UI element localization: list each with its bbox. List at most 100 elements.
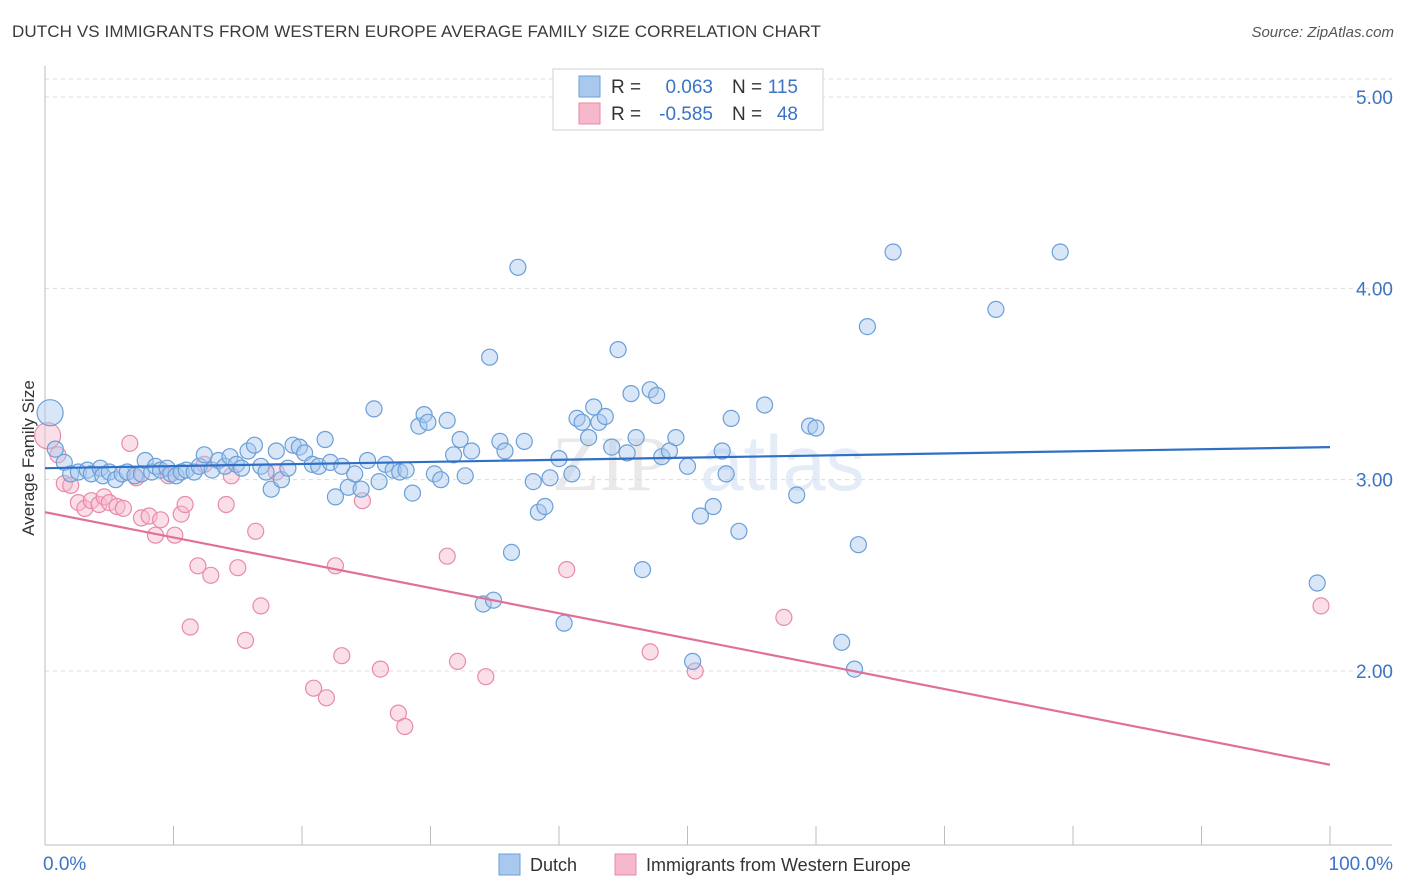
dutch-point-119 <box>884 243 902 261</box>
dutch-point-84 <box>555 614 573 632</box>
dutch-point-112 <box>788 486 806 504</box>
legend-n-label-dutch: N = <box>732 77 762 98</box>
immigrants-point-38 <box>371 660 389 678</box>
immigrants-point-30 <box>247 522 265 540</box>
series-legend: Dutch Immigrants from Western Europe <box>498 853 911 876</box>
dutch-point-40 <box>279 459 297 477</box>
immigrants-point-26 <box>217 495 235 514</box>
dutch-point-69 <box>456 467 474 485</box>
immigrants-point-46 <box>686 662 704 680</box>
source-label: Source: ZipAtlas.com <box>1251 24 1394 41</box>
immigrants-point-31 <box>252 597 270 615</box>
dutch-point-59 <box>397 461 415 479</box>
dutch-point-93 <box>609 341 627 359</box>
dutch-point-63 <box>419 413 437 431</box>
dutch-point-97 <box>633 560 652 579</box>
dutch-point-36 <box>257 463 275 481</box>
dutch-point-52 <box>352 480 370 498</box>
immigrants-point-41 <box>438 547 456 565</box>
immigrants-point-40 <box>396 717 414 736</box>
dutch-point-107 <box>713 442 731 460</box>
dutch-point-48 <box>326 488 344 506</box>
dutch-point-95 <box>622 385 640 403</box>
y-tick-label-3: 5.00 <box>1356 88 1393 109</box>
dutch-point-77 <box>509 258 527 276</box>
dutch-point-99 <box>648 386 666 405</box>
dutch-point-98 <box>641 381 659 399</box>
bottom-legend-swatch-immigrants <box>614 853 637 876</box>
dutch-point-32 <box>233 459 251 477</box>
dutch-point-64 <box>425 465 443 483</box>
dutch-point-94 <box>618 444 636 462</box>
dutch-point-109 <box>722 409 740 427</box>
dutch-point-105 <box>691 507 710 525</box>
series-dutch-points <box>36 243 1326 678</box>
y-axis-title: Average Family Size <box>19 380 38 536</box>
dutch-point-106 <box>704 497 722 516</box>
dutch-point-81 <box>536 497 554 516</box>
dutch-point-33 <box>239 442 257 460</box>
legend-n-value-dutch: 115 <box>768 77 798 98</box>
legend-swatch-immigrants <box>578 102 601 125</box>
bottom-legend-swatch-dutch <box>498 853 521 876</box>
immigrants-point-28 <box>229 559 247 577</box>
x-tick-label-1: 100.0% <box>1329 854 1394 875</box>
bottom-legend-label-dutch: Dutch <box>530 855 577 875</box>
dutch-point-72 <box>481 348 499 366</box>
immigrants-point-21 <box>176 495 194 514</box>
immigrants-point-4 <box>69 494 88 512</box>
dutch-point-54 <box>365 400 383 418</box>
immigrants-point-22 <box>181 618 199 636</box>
x-tick-labels: 0.0% 100.0% <box>43 854 1393 875</box>
dutch-point-108 <box>717 465 735 483</box>
x-tick-label-0: 0.0% <box>43 854 86 875</box>
dutch-point-58 <box>391 463 409 481</box>
dutch-point-103 <box>678 457 697 475</box>
immigrants-point-45 <box>641 643 659 661</box>
axes <box>44 66 1392 846</box>
immigrants-point-42 <box>448 652 467 671</box>
watermark-zip: ZIP <box>552 420 669 507</box>
immigrants-point-36 <box>333 647 351 665</box>
dutch-point-110 <box>730 522 748 540</box>
legend-r-label-dutch: R = <box>611 77 641 98</box>
dutch-point-38 <box>267 442 285 460</box>
immigrants-point-43 <box>477 668 495 686</box>
trend-line-immigrants <box>44 511 1331 766</box>
watermark: ZIP atlas <box>552 419 865 507</box>
dutch-point-80 <box>529 503 548 521</box>
immigrants-point-12 <box>121 434 139 452</box>
legend-r-label-immigrants: R = <box>611 104 641 125</box>
dutch-point-68 <box>451 430 469 449</box>
dutch-point-91 <box>596 407 614 426</box>
immigrants-point-33 <box>305 679 323 697</box>
immigrants-point-48 <box>1312 597 1330 615</box>
dutch-point-79 <box>524 473 542 491</box>
trend-lines <box>44 446 1331 766</box>
y-tick-label-1: 3.00 <box>1356 471 1393 492</box>
dutch-point-65 <box>432 471 450 489</box>
immigrants-point-25 <box>202 566 220 584</box>
legend-n-value-immigrants: 48 <box>777 104 798 125</box>
immigrants-point-17 <box>152 511 170 529</box>
legend-n-label-immigrants: N = <box>732 104 762 125</box>
y-tick-labels: 2.00 3.00 4.00 5.00 <box>1356 88 1393 683</box>
trend-line-dutch <box>44 446 1331 470</box>
stats-legend: R = 0.063 N = 115 R = -0.585 N = 48 <box>552 68 824 131</box>
dutch-point-74 <box>491 432 509 450</box>
dutch-point-51 <box>346 465 364 483</box>
legend-swatch-dutch <box>578 75 601 98</box>
dutch-point-117 <box>849 536 868 554</box>
dutch-point-96 <box>627 429 645 447</box>
dutch-point-102 <box>667 429 685 447</box>
dutch-point-26 <box>195 446 213 464</box>
y-tick-label-2: 4.00 <box>1356 279 1393 300</box>
immigrants-point-34 <box>317 689 335 707</box>
dutch-point-120 <box>987 300 1005 318</box>
chart-title: DUTCH VS IMMIGRANTS FROM WESTERN EUROPE … <box>12 22 821 41</box>
legend-r-value-dutch: 0.063 <box>665 77 713 98</box>
immigrants-point-20 <box>172 505 190 523</box>
immigrants-point-10 <box>108 497 126 516</box>
dutch-point-0 <box>36 399 64 427</box>
